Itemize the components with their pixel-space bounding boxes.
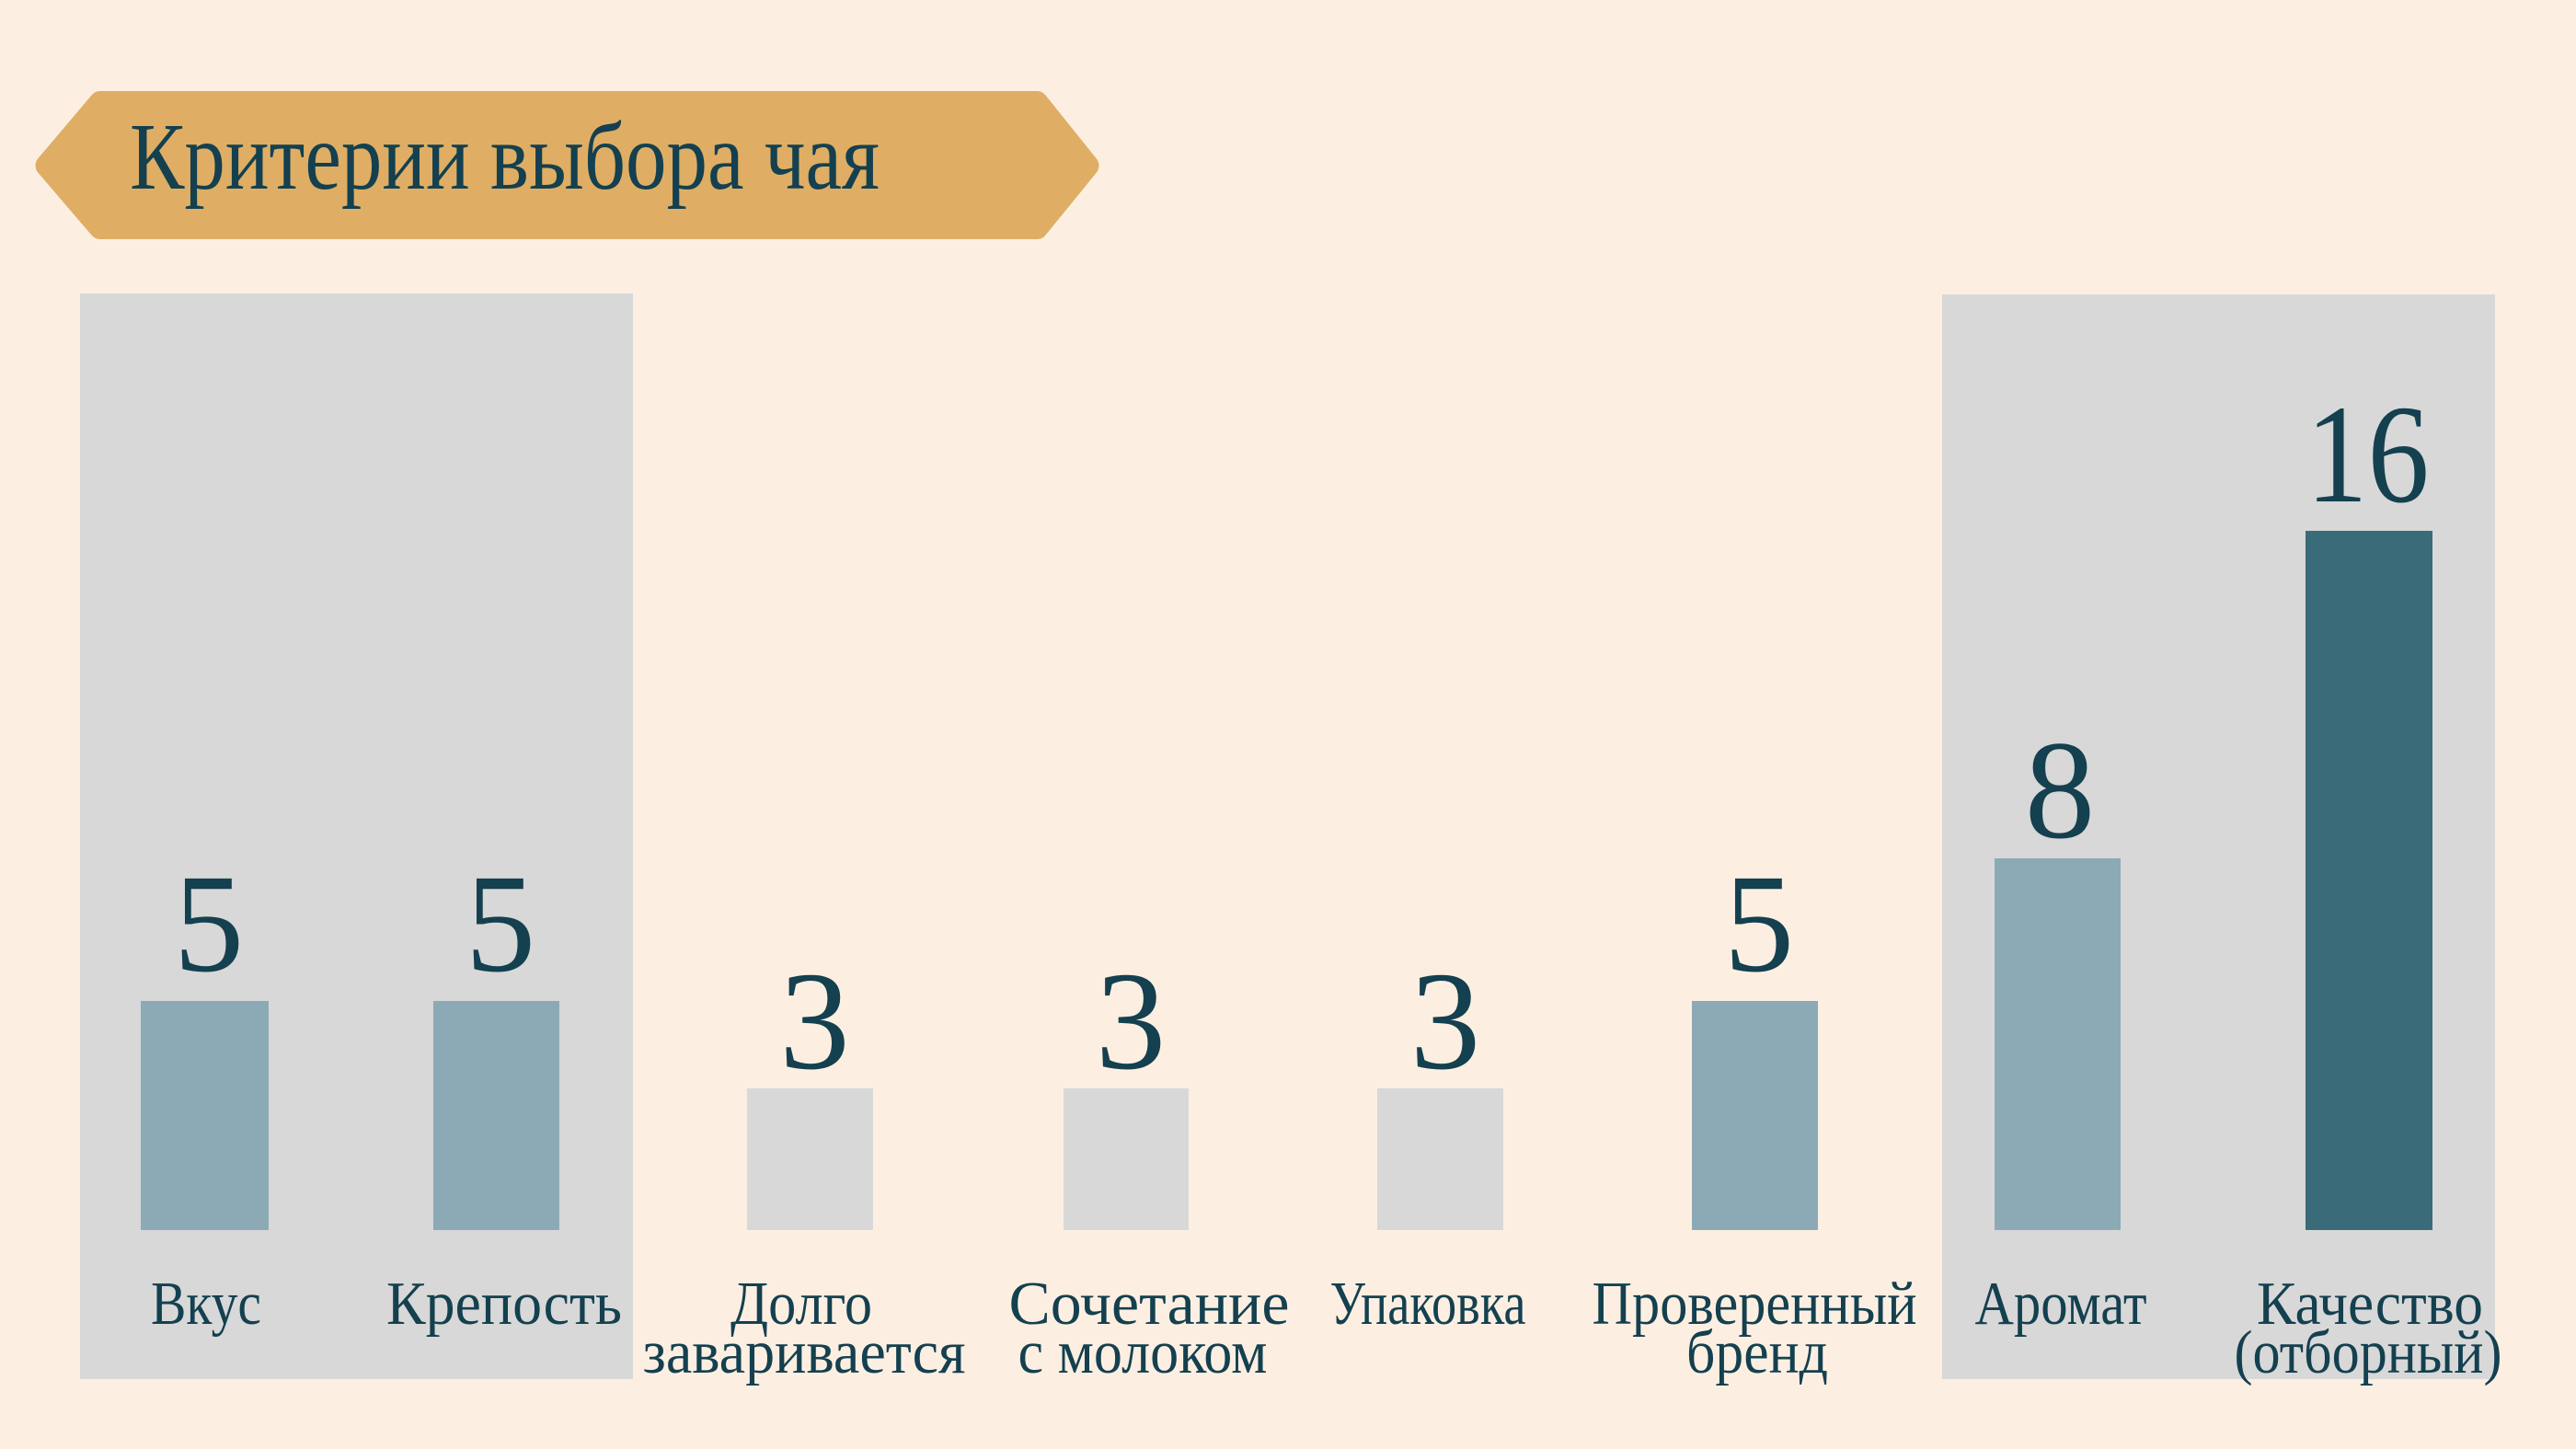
svg-text:бренд: бренд [1686,1318,1828,1386]
svg-text:3: 3 [1096,944,1167,1099]
svg-text:3: 3 [1410,944,1481,1099]
svg-text:заваривается: заваривается [643,1318,966,1386]
svg-text:Аромат: Аромат [1975,1270,2147,1338]
svg-text:Крепость: Крепость [386,1270,622,1338]
svg-text:Упаковка: Упаковка [1330,1270,1526,1338]
svg-text:16: 16 [2306,377,2430,533]
svg-text:Вкус: Вкус [151,1270,261,1338]
svg-text:Сочетание: Сочетание [1009,1270,1290,1338]
svg-text:с молоком: с молоком [1018,1318,1268,1386]
svg-text:5: 5 [174,846,245,1002]
svg-text:Качество: Качество [2257,1270,2483,1338]
svg-text:8: 8 [2025,713,2096,868]
svg-text:Долго: Долго [730,1270,872,1338]
svg-text:5: 5 [1724,846,1795,1002]
svg-text:3: 3 [779,944,850,1099]
svg-text:Критерии выбора чая: Критерии выбора чая [130,104,880,210]
svg-text:5: 5 [466,846,536,1002]
svg-text:Проверенный: Проверенный [1593,1270,1917,1338]
svg-text:(отборный): (отборный) [2235,1318,2502,1386]
